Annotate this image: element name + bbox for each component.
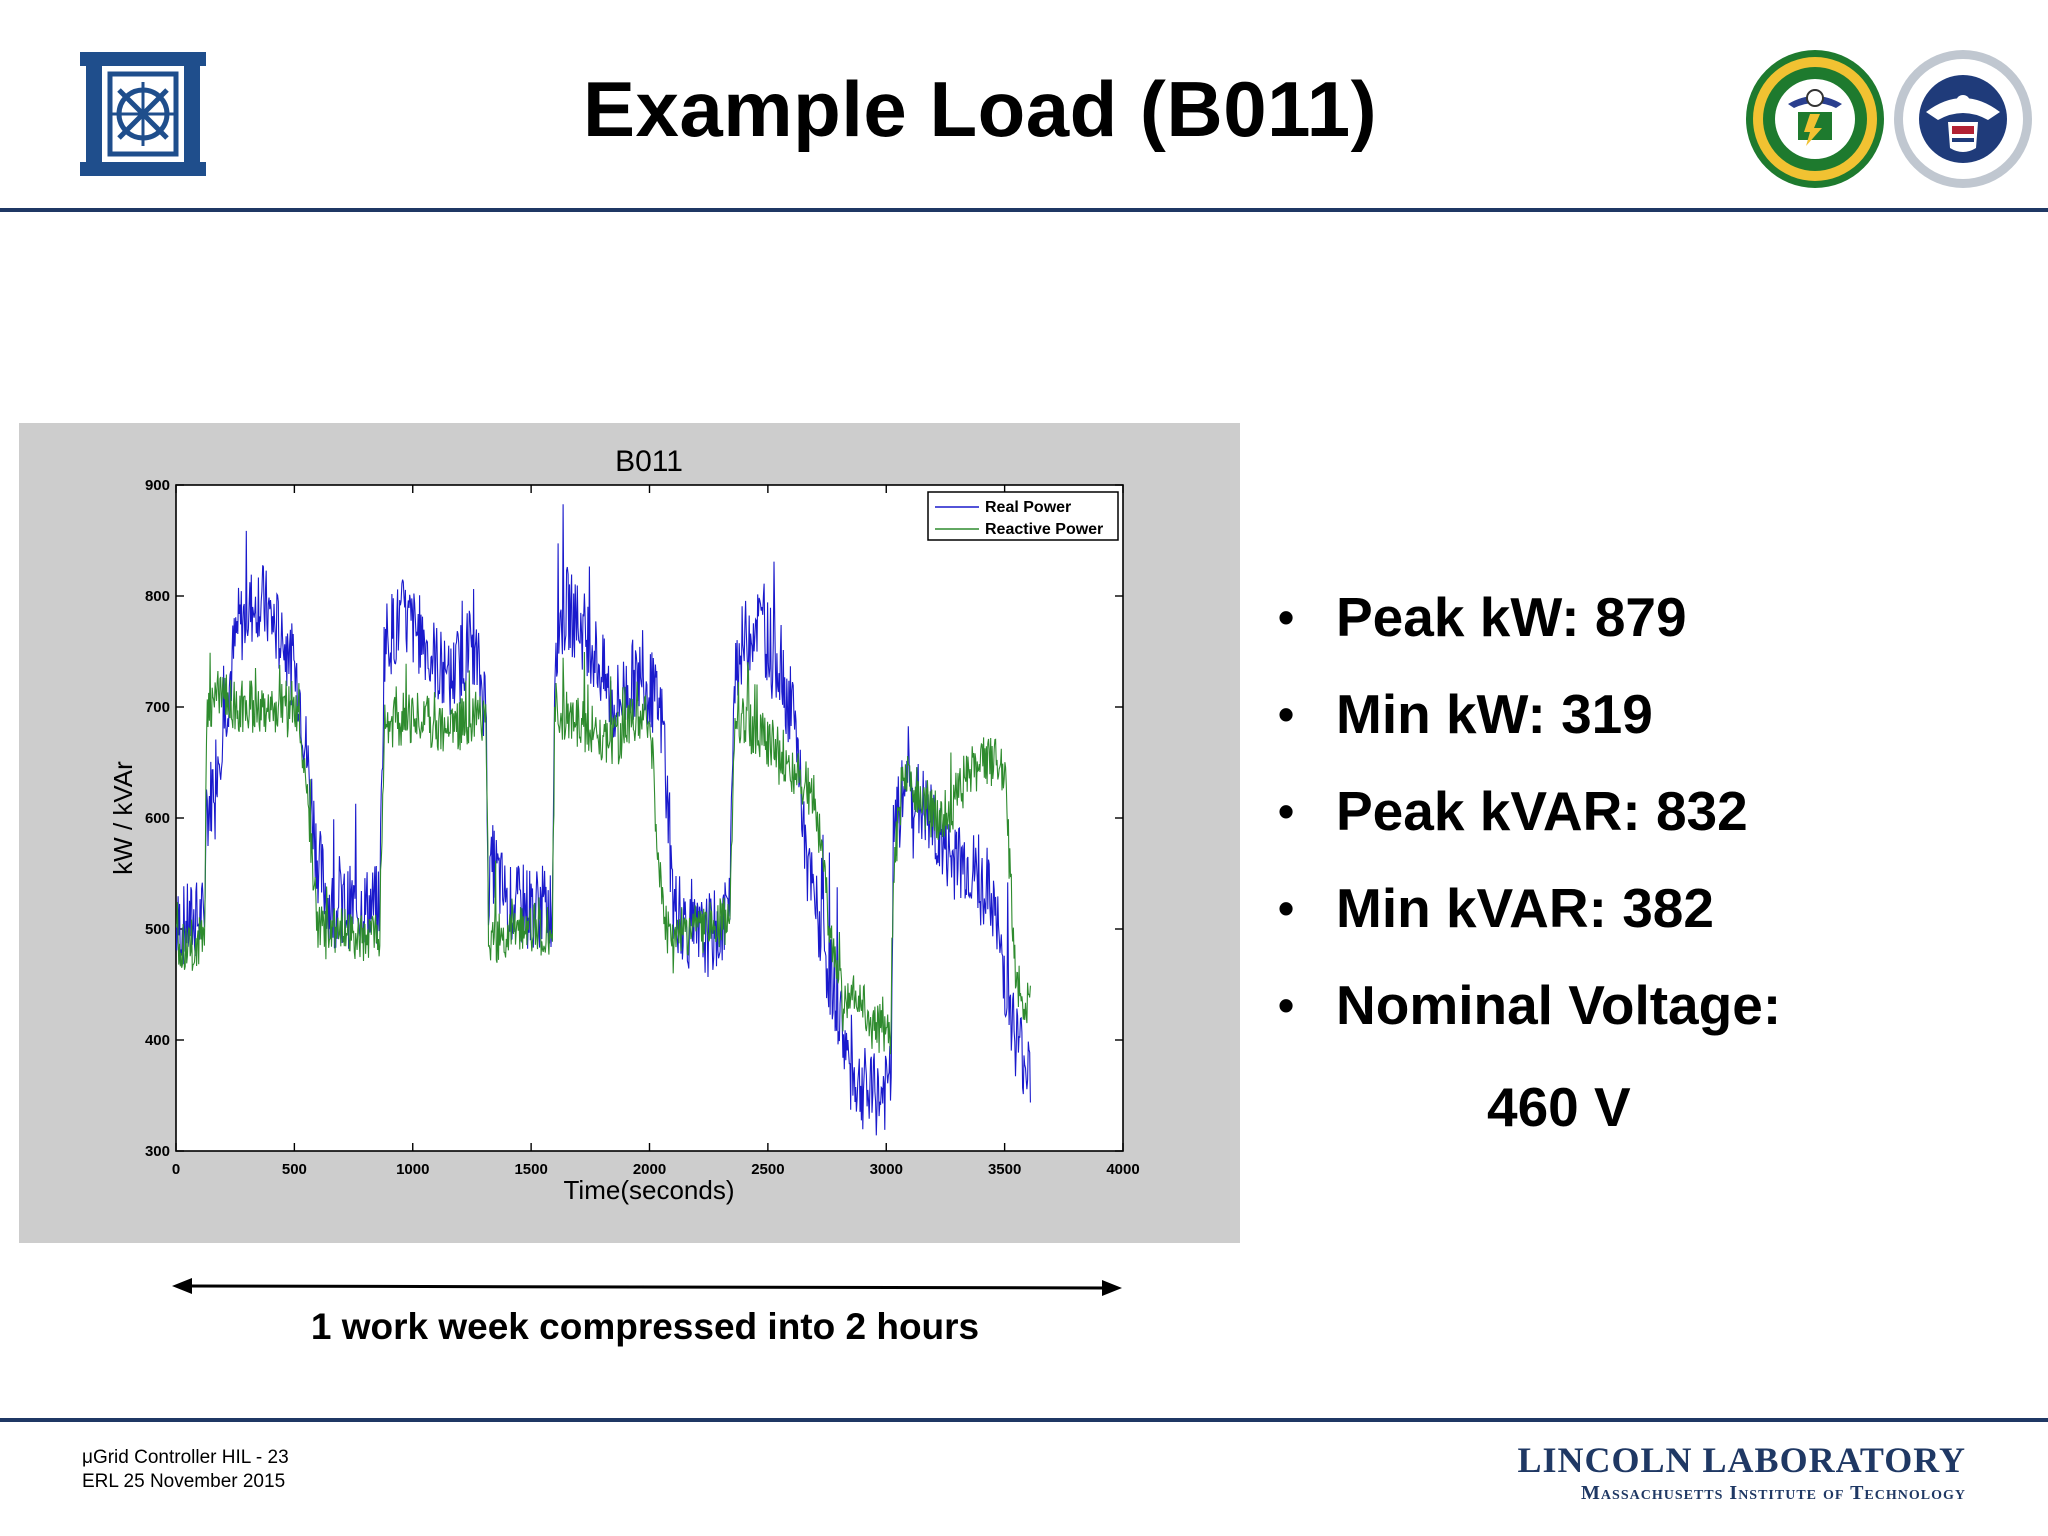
chart-panel: 0 500 1000 1500 2000 2500 3000 3500 4000 300 400 50… (19, 423, 1240, 1243)
bullet-text: Min kVAR: 382 (1336, 877, 1714, 939)
real-power-series (176, 504, 1031, 1136)
bullet-list: • Peak kW: 879 • Min kW: 319 • Peak kVAR: 8… (1278, 585, 2038, 1070)
x-tick-label: 2000 (633, 1161, 666, 1178)
double-arrow (172, 1278, 1122, 1296)
y-axis-label: kW / kVAr (108, 761, 138, 875)
bullet-dot: • (1278, 591, 1295, 643)
bullet-text: Nominal Voltage: (1336, 974, 1782, 1036)
voltage-value: 460 V (1487, 1076, 1631, 1138)
x-tick-label: 3000 (870, 1161, 903, 1178)
y-tick-label: 800 (145, 588, 170, 605)
bullet-item: • Nominal Voltage: (1278, 973, 2038, 1070)
x-tick-label: 0 (172, 1161, 180, 1178)
x-axis-label: Time(seconds) (564, 1175, 735, 1205)
lincoln-lab-wordmark: LINCOLN LABORATORY Massachusetts Institu… (1518, 1440, 1966, 1506)
footer-slide-label: μGrid Controller HIL - 23 (82, 1447, 289, 1468)
brand-main: LINCOLN LABORATORY (1517, 1440, 1966, 1480)
load-chart: 0 500 1000 1500 2000 2500 3000 3500 4000 300 400 50… (108, 445, 1140, 1205)
plot-area (175, 484, 1124, 1152)
legend-label-real: Real Power (985, 499, 1071, 516)
header-rule (0, 208, 2048, 212)
x-tick-label: 2500 (751, 1161, 784, 1178)
slide-header: Example Load (B011) (0, 0, 2048, 208)
reactive-power-series (176, 651, 1031, 1055)
y-tick-label: 400 (145, 1032, 170, 1049)
brand-sub: Massachusetts Institute of Technology (1581, 1482, 1966, 1504)
footer-rule (0, 1418, 2048, 1422)
x-tick-label: 1000 (396, 1161, 429, 1178)
y-tick-label: 600 (145, 810, 170, 827)
footer-date: ERL 25 November 2015 (82, 1471, 286, 1492)
slide-title: Example Load (B011) (582, 65, 1378, 153)
bullet-text: Peak kW: 879 (1336, 586, 1687, 648)
homeland-security-seal (1894, 50, 2032, 188)
bullet-item: • Peak kVAR: 832 (1278, 779, 2038, 876)
footer-info: μGrid Controller HIL - 23 ERL 25 Novembe… (82, 1446, 289, 1494)
y-tick-label: 900 (145, 477, 170, 494)
x-tick-label: 500 (282, 1161, 307, 1178)
bullet-text: Min kW: 319 (1336, 683, 1653, 745)
bullet-dot: • (1278, 882, 1295, 934)
x-tick-label: 4000 (1106, 1161, 1139, 1178)
bullet-item: • Peak kW: 879 (1278, 585, 2038, 682)
y-tick-label: 300 (145, 1143, 170, 1160)
legend-label-reactive: Reactive Power (985, 521, 1103, 538)
compression-caption: 1 work week compressed into 2 hours (310, 1306, 980, 1347)
bullet-text: Peak kVAR: 832 (1336, 780, 1748, 842)
chart-title: B011 (615, 445, 683, 478)
y-tick-label: 700 (145, 699, 170, 716)
bullet-dot: • (1278, 785, 1295, 837)
legend: Real Power Reactive Power (927, 491, 1119, 541)
department-of-energy-seal (1746, 50, 1884, 188)
y-tick-label: 500 (145, 921, 170, 938)
bullet-dot: • (1278, 979, 1295, 1031)
bullet-item: • Min kW: 319 (1278, 682, 2038, 779)
bullet-dot: • (1278, 688, 1295, 740)
x-tick-label: 3500 (988, 1161, 1021, 1178)
x-tick-label: 1500 (514, 1161, 547, 1178)
mit-lincoln-lab-logo (80, 52, 206, 176)
bullet-item: • Min kVAR: 382 (1278, 876, 2038, 973)
